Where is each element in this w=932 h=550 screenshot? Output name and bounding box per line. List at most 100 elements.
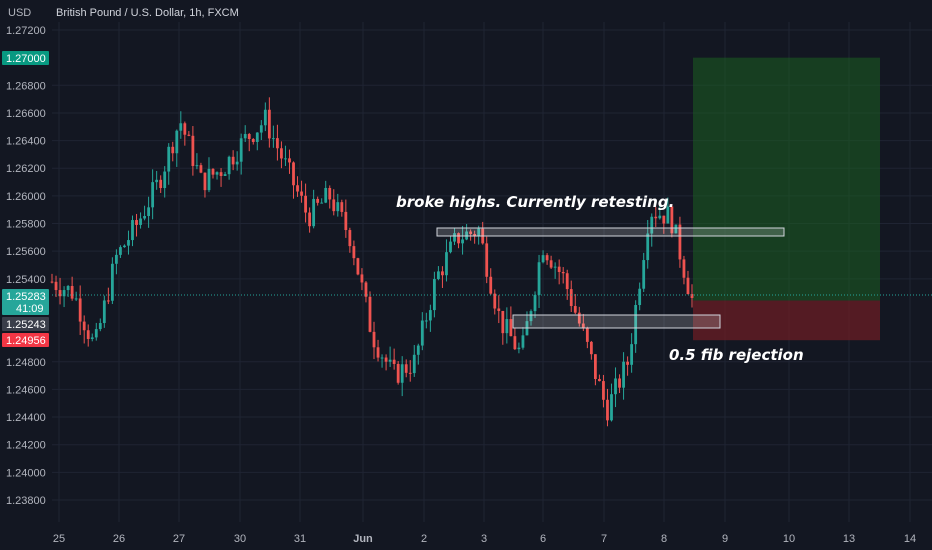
candle-body — [650, 216, 654, 234]
candle-body — [263, 109, 267, 126]
candle-body — [135, 220, 138, 225]
candle-body — [364, 282, 368, 297]
candle-body — [336, 202, 340, 212]
candle-body — [86, 330, 90, 339]
y-tick-label: 1.24000 — [6, 467, 46, 479]
candle-body — [473, 233, 477, 237]
candle-body — [432, 279, 436, 311]
x-tick-label: 10 — [783, 533, 795, 545]
candle-body — [404, 364, 408, 373]
candle-body — [271, 138, 275, 140]
y-tick-label: 1.23800 — [6, 495, 46, 507]
x-tick-label: 14 — [904, 533, 916, 545]
annotation-broke-highs[interactable]: broke highs. Currently retesting. — [396, 193, 674, 211]
candle-body — [428, 310, 432, 321]
candle-body — [670, 206, 674, 234]
candle-body — [513, 336, 517, 350]
candle-body — [682, 259, 686, 278]
candle-body — [408, 372, 412, 374]
candle-body — [537, 262, 541, 295]
support-box[interactable] — [512, 314, 721, 329]
y-tick-label: 1.24600 — [6, 384, 46, 396]
x-tick-label: 13 — [843, 533, 855, 545]
candle-body — [54, 281, 58, 291]
x-tick-label: 2 — [421, 533, 427, 545]
y-tick-label: 1.25400 — [6, 274, 46, 286]
candle-body — [453, 233, 456, 242]
candle-body — [509, 319, 513, 337]
candle-body — [678, 224, 682, 260]
candle-body — [50, 281, 54, 283]
candle-body — [239, 138, 243, 162]
candle-body — [183, 123, 187, 135]
candle-body — [493, 293, 497, 309]
candle-body — [497, 308, 501, 311]
candle-body — [690, 294, 694, 298]
candle-body — [420, 320, 424, 346]
candle-body — [316, 198, 320, 203]
x-tick-label: 8 — [661, 533, 667, 545]
candle-body — [276, 138, 279, 149]
candle-body — [469, 231, 473, 234]
candle-body — [384, 357, 388, 362]
candle-body — [78, 298, 82, 322]
candle-body — [622, 361, 625, 388]
candle-body — [98, 323, 102, 330]
candle-body — [74, 298, 78, 300]
entry-price-badge: 1.25243 — [2, 317, 49, 331]
candle-body — [328, 187, 332, 200]
candle-body — [175, 130, 179, 154]
current-price-badge: 1.25283 41:09 — [2, 289, 49, 315]
candle-body — [215, 172, 219, 175]
x-tick-label: 27 — [173, 533, 185, 545]
candle-body — [521, 335, 525, 348]
resistance-box[interactable] — [436, 227, 785, 237]
candle-body — [235, 161, 239, 165]
candle-body — [585, 328, 589, 342]
y-tick-label: 1.26600 — [6, 108, 46, 120]
candle-body — [618, 378, 621, 388]
candle-body — [449, 241, 452, 253]
candle-body — [541, 255, 545, 263]
y-tick-label: 1.26000 — [6, 191, 46, 203]
candle-body — [119, 247, 122, 255]
candle-body — [372, 331, 376, 348]
candle-body — [131, 220, 134, 241]
candle-body — [191, 135, 195, 167]
candle-body — [505, 319, 509, 334]
candle-body — [561, 271, 565, 274]
x-tick-label: 26 — [113, 533, 125, 545]
candle-body — [110, 263, 114, 301]
y-tick-label: 1.25600 — [6, 246, 46, 258]
candle-body — [441, 271, 444, 276]
candle-body — [159, 179, 163, 189]
profit-zone[interactable] — [693, 57, 880, 301]
candle-body — [416, 345, 420, 355]
candle-body — [151, 182, 155, 208]
candle-body — [477, 228, 481, 237]
candle-body — [392, 359, 396, 364]
y-tick-label: 1.27200 — [6, 25, 46, 37]
stop-price-badge: 1.24956 — [2, 333, 49, 347]
y-tick-label: 1.26800 — [6, 80, 46, 92]
candle-body — [557, 266, 561, 272]
candle-body — [424, 320, 428, 322]
candle-body — [569, 289, 573, 307]
candle-body — [296, 185, 299, 192]
x-tick-label: 9 — [722, 533, 728, 545]
candle-body — [529, 311, 533, 322]
candle-body — [139, 218, 142, 225]
annotation-fib-rejection[interactable]: 0.5 fib rejection — [669, 346, 804, 364]
chart-title: British Pound / U.S. Dollar, 1h, FXCM — [56, 7, 239, 19]
candle-body — [485, 243, 489, 277]
candle-body — [70, 286, 74, 299]
candle-body — [388, 359, 392, 362]
candle-body — [634, 305, 638, 345]
candle-body — [666, 206, 670, 224]
stop-loss-zone[interactable] — [693, 300, 880, 341]
candle-body — [658, 215, 662, 219]
candle-body — [288, 158, 291, 163]
candle-body — [332, 199, 336, 212]
